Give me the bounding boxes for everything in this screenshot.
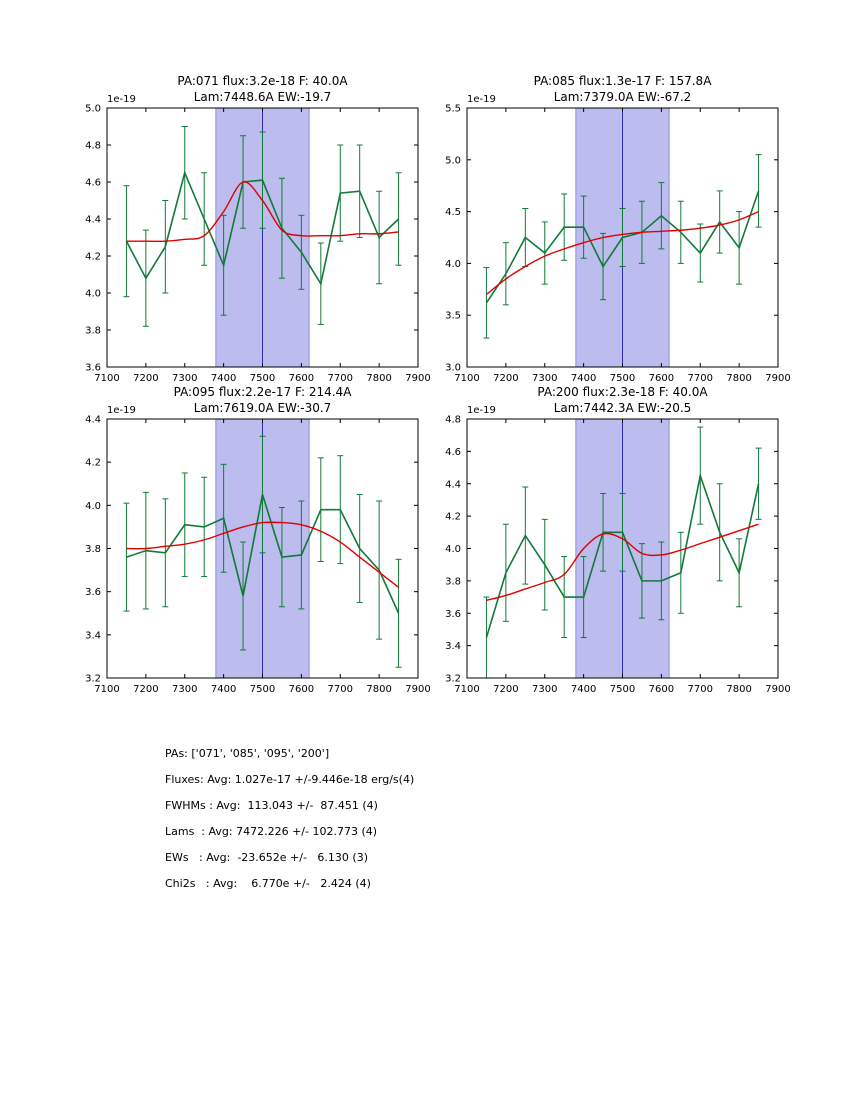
y-tick-label: 3.0 — [445, 363, 461, 374]
subplot-2: 7100 7200 7300 7400 7500 7600 7700 7800 7900 3.2 3… — [85, 385, 431, 695]
y-tick-label: 3.4 — [85, 630, 101, 641]
x-tick-label: 7100 — [454, 684, 479, 695]
fit-line — [486, 523, 759, 601]
y-axis-offset-label: 1e-19 — [107, 94, 136, 105]
x-tick-label: 7800 — [366, 684, 391, 695]
y-tick-label: 3.4 — [445, 641, 461, 652]
x-tick-label: 7400 — [211, 373, 236, 384]
x-tick-label: 7800 — [366, 373, 391, 384]
y-tick-label: 5.0 — [445, 155, 461, 166]
y-tick-label: 4.8 — [85, 141, 101, 152]
x-tick-label: 7200 — [493, 684, 518, 695]
y-tick-label: 4.4 — [85, 415, 101, 426]
spectrum-line — [125, 170, 400, 286]
x-tick-label: 7400 — [211, 684, 236, 695]
y-tick-label: 5.0 — [85, 104, 101, 115]
x-tick-label: 7900 — [405, 684, 430, 695]
fit-line — [126, 181, 399, 243]
x-tick-label: 7900 — [765, 373, 790, 384]
summary-block: PAs: ['071', '085', '095', '200'] Fluxes… — [165, 741, 414, 897]
y-tick-label: 5.5 — [445, 104, 461, 115]
x-tick-label: 7600 — [649, 373, 674, 384]
spectrum-line — [126, 494, 400, 614]
y-tick-label: 4.2 — [85, 458, 101, 469]
y-tick-label: 3.6 — [85, 363, 101, 374]
x-tick-label: 7400 — [571, 373, 596, 384]
x-tick-label: 7800 — [726, 373, 751, 384]
subplot-title: PA:200 flux:2.3e-18 F: 40.0A — [537, 385, 708, 399]
y-tick-label: 4.0 — [85, 501, 101, 512]
subplot-3: 7100 7200 7300 7400 7500 7600 7700 7800 7900 3.2 3… — [445, 385, 791, 695]
summary-line-fwhms: FWHMs : Avg: 113.043 +/- 87.451 (4) — [165, 799, 378, 812]
x-tick-label: 7600 — [649, 684, 674, 695]
fit-line — [126, 521, 399, 588]
x-tick-label: 7900 — [765, 684, 790, 695]
subplot-subtitle: Lam:7442.3A EW:-20.5 — [554, 401, 692, 415]
y-tick-label: 3.2 — [445, 674, 461, 685]
y-tick-label: 4.0 — [445, 259, 461, 270]
x-tick-label: 7500 — [610, 373, 635, 384]
x-tick-label: 7500 — [250, 684, 275, 695]
subplot-subtitle: Lam:7379.0A EW:-67.2 — [554, 90, 692, 104]
y-tick-label: 4.8 — [445, 415, 461, 426]
summary-line-pas: PAs: ['071', '085', '095', '200'] — [165, 747, 330, 760]
x-tick-label: 7900 — [405, 373, 430, 384]
y-tick-label: 4.6 — [85, 178, 101, 189]
y-tick-label: 4.2 — [445, 512, 461, 523]
y-tick-label: 4.2 — [85, 252, 101, 263]
subplot-title: PA:071 flux:3.2e-18 F: 40.0A — [177, 74, 348, 88]
subplot-1: 7100 7200 7300 7400 7500 7600 7700 7800 7900 3.0 3… — [445, 74, 791, 384]
x-tick-label: 7300 — [172, 684, 197, 695]
y-tick-label: 4.6 — [445, 447, 461, 458]
subplot-0: 7100 7200 7300 7400 7500 7600 7700 7800 7900 3.6 3… — [85, 74, 431, 384]
spectrum-line — [485, 472, 760, 638]
x-tick-label: 7100 — [94, 373, 119, 384]
x-tick-label: 7300 — [532, 373, 557, 384]
x-tick-label: 7500 — [250, 373, 275, 384]
y-tick-label: 3.8 — [445, 576, 461, 587]
x-tick-label: 7200 — [133, 373, 158, 384]
subplot-subtitle: Lam:7619.0A EW:-30.7 — [194, 401, 332, 415]
summary-line-fluxes: Fluxes: Avg: 1.027e-17 +/-9.446e-18 erg/… — [165, 773, 415, 786]
x-tick-label: 7400 — [571, 684, 596, 695]
y-tick-label: 3.5 — [445, 311, 461, 322]
x-tick-label: 7100 — [454, 373, 479, 384]
fit-line — [486, 210, 759, 296]
y-tick-label: 4.0 — [85, 289, 101, 300]
x-tick-label: 7700 — [688, 373, 713, 384]
x-tick-label: 7500 — [610, 684, 635, 695]
subplot-subtitle: Lam:7448.6A EW:-19.7 — [194, 90, 332, 104]
x-tick-label: 7200 — [493, 373, 518, 384]
x-tick-label: 7700 — [688, 684, 713, 695]
y-tick-label: 3.8 — [85, 326, 101, 337]
x-tick-label: 7600 — [289, 684, 314, 695]
x-tick-label: 7300 — [172, 373, 197, 384]
spectrum-line — [485, 190, 760, 304]
y-tick-label: 4.4 — [85, 215, 101, 226]
y-tick-label: 3.2 — [85, 674, 101, 685]
y-tick-label: 4.4 — [445, 479, 461, 490]
y-axis-offset-label: 1e-19 — [107, 405, 136, 416]
x-tick-label: 7300 — [532, 684, 557, 695]
x-tick-label: 7100 — [94, 684, 119, 695]
x-tick-label: 7600 — [289, 373, 314, 384]
x-tick-label: 7700 — [328, 373, 353, 384]
y-tick-label: 4.5 — [445, 207, 461, 218]
x-tick-label: 7700 — [328, 684, 353, 695]
subplot-title: PA:085 flux:1.3e-17 F: 157.8A — [534, 74, 713, 88]
x-tick-label: 7800 — [726, 684, 751, 695]
y-tick-label: 3.8 — [85, 544, 101, 555]
summary-line-lams: Lams : Avg: 7472.226 +/- 102.773 (4) — [165, 825, 378, 838]
summary-line-chi2s: Chi2s : Avg: 6.770e +/- 2.424 (4) — [165, 877, 371, 890]
x-tick-label: 7200 — [133, 684, 158, 695]
plots-canvas: 7100 7200 7300 7400 7500 7600 7700 7800 7900 3.6 3… — [85, 74, 791, 695]
y-tick-label: 3.6 — [445, 609, 461, 620]
subplot-title: PA:095 flux:2.2e-17 F: 214.4A — [174, 385, 353, 399]
y-tick-label: 4.0 — [445, 544, 461, 555]
y-tick-label: 3.6 — [85, 587, 101, 598]
y-axis-offset-label: 1e-19 — [467, 94, 496, 105]
y-axis-offset-label: 1e-19 — [467, 405, 496, 416]
summary-line-ews: EWs : Avg: -23.652e +/- 6.130 (3) — [165, 851, 368, 864]
